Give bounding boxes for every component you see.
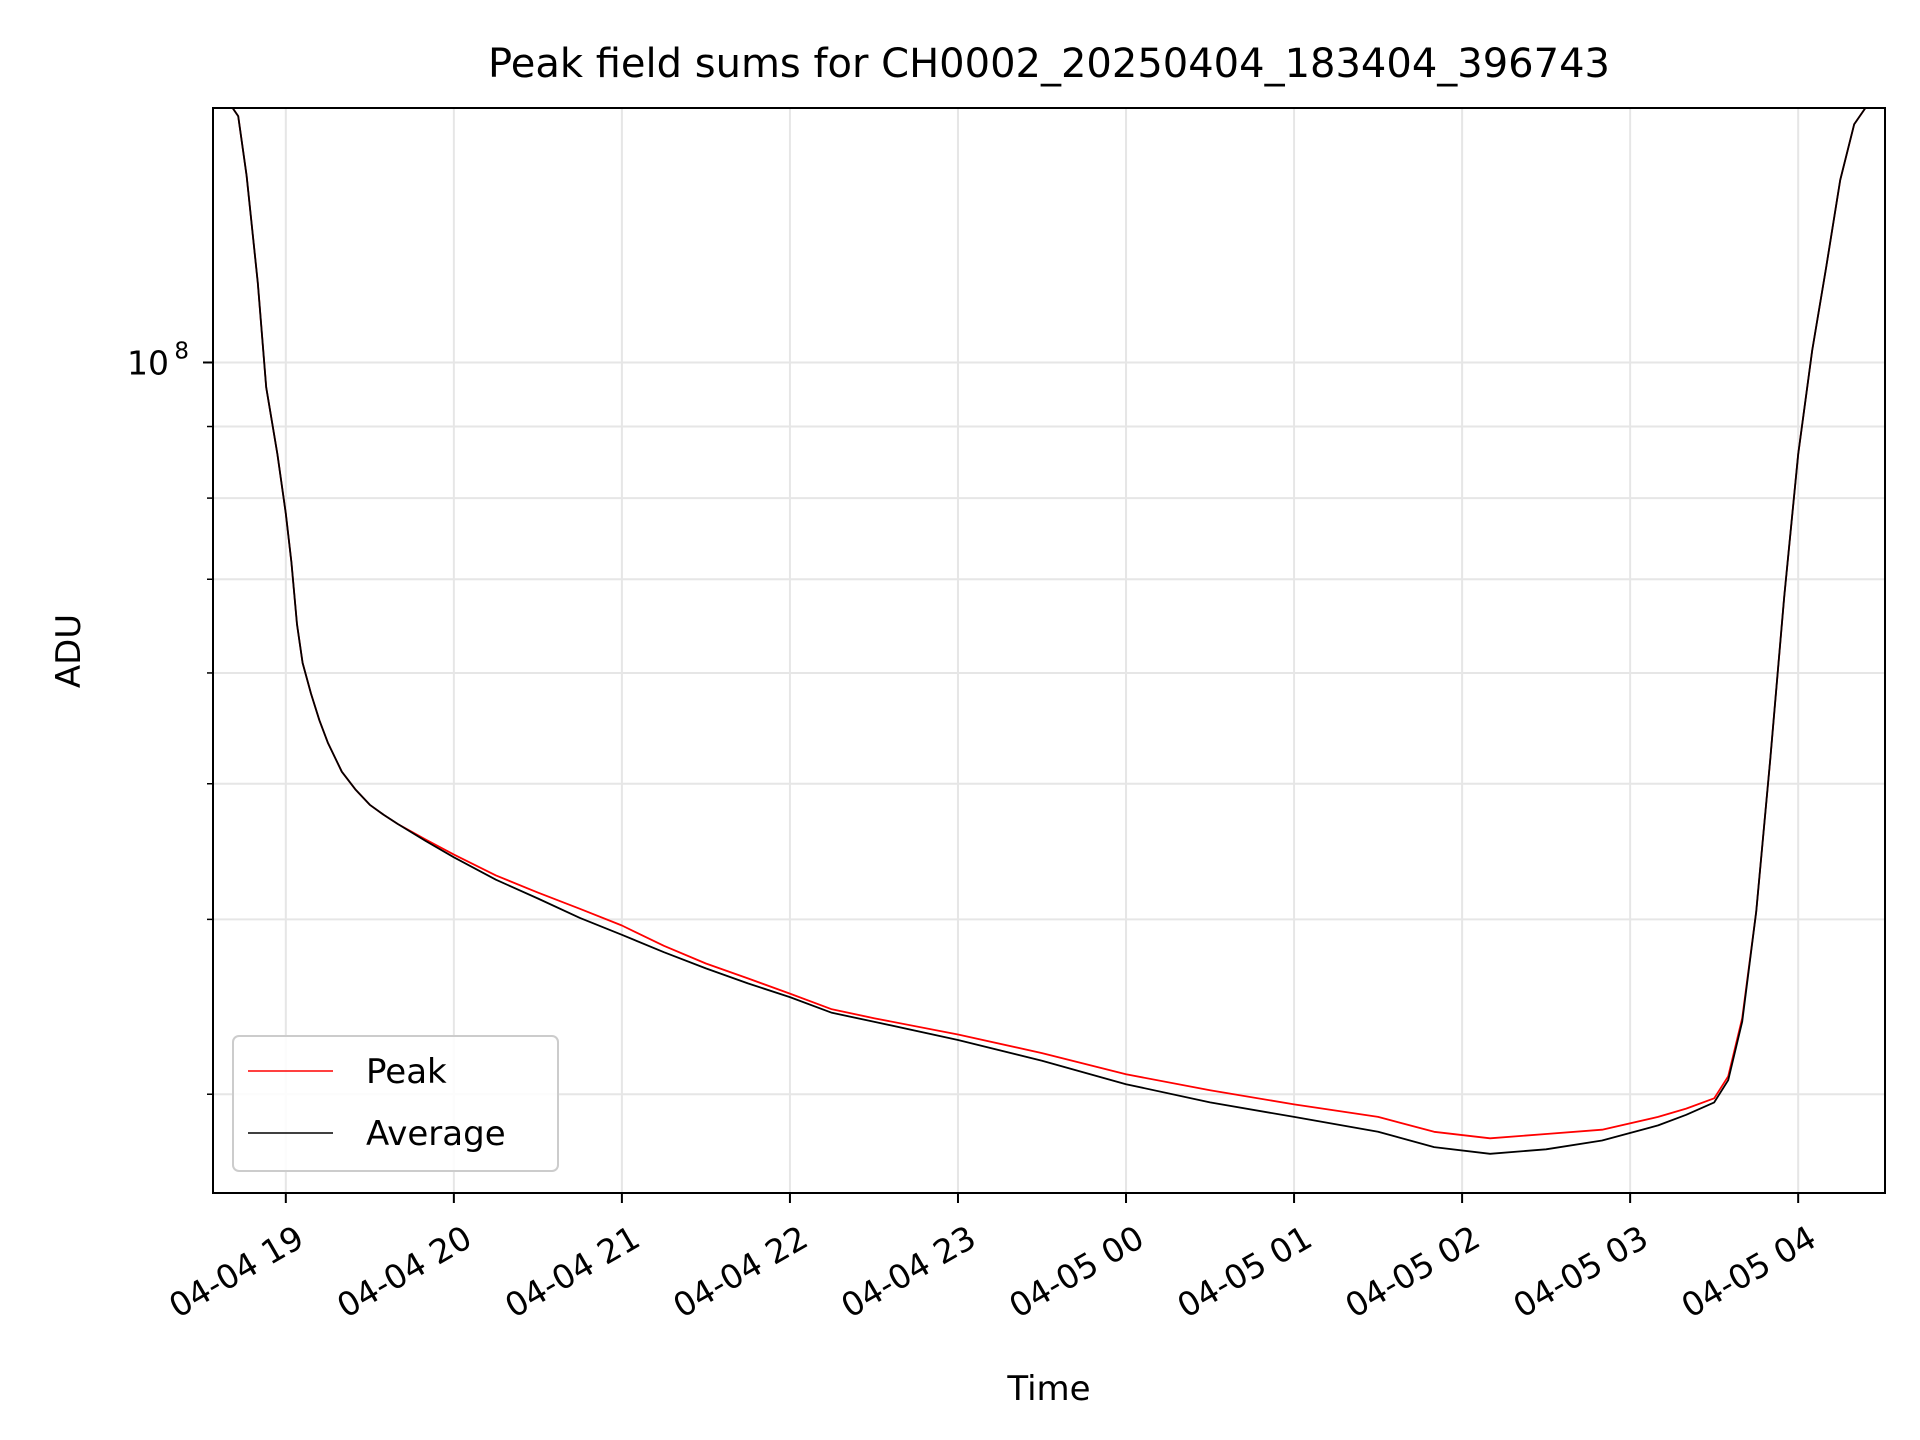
legend: Peak Average [232, 1035, 559, 1172]
x-axis-label: Time [1006, 1369, 1090, 1409]
legend-box [232, 1035, 559, 1172]
chart-title: Peak field sums for CH0002_20250404_1834… [488, 41, 1610, 87]
series-line-average [231, 108, 1867, 1155]
grid-lines [213, 108, 1885, 1193]
plot-frame [212, 107, 1886, 1194]
legend-average-label: Average [366, 1114, 506, 1154]
y-axis-ticks: 10 8 [127, 338, 213, 1095]
legend-peak-label: Peak [366, 1052, 447, 1092]
y-tick-label: 10 [127, 343, 169, 382]
y-tick-exponent: 8 [174, 338, 189, 364]
series-layer [231, 108, 1867, 1155]
y-axis-label: ADU [49, 614, 89, 688]
